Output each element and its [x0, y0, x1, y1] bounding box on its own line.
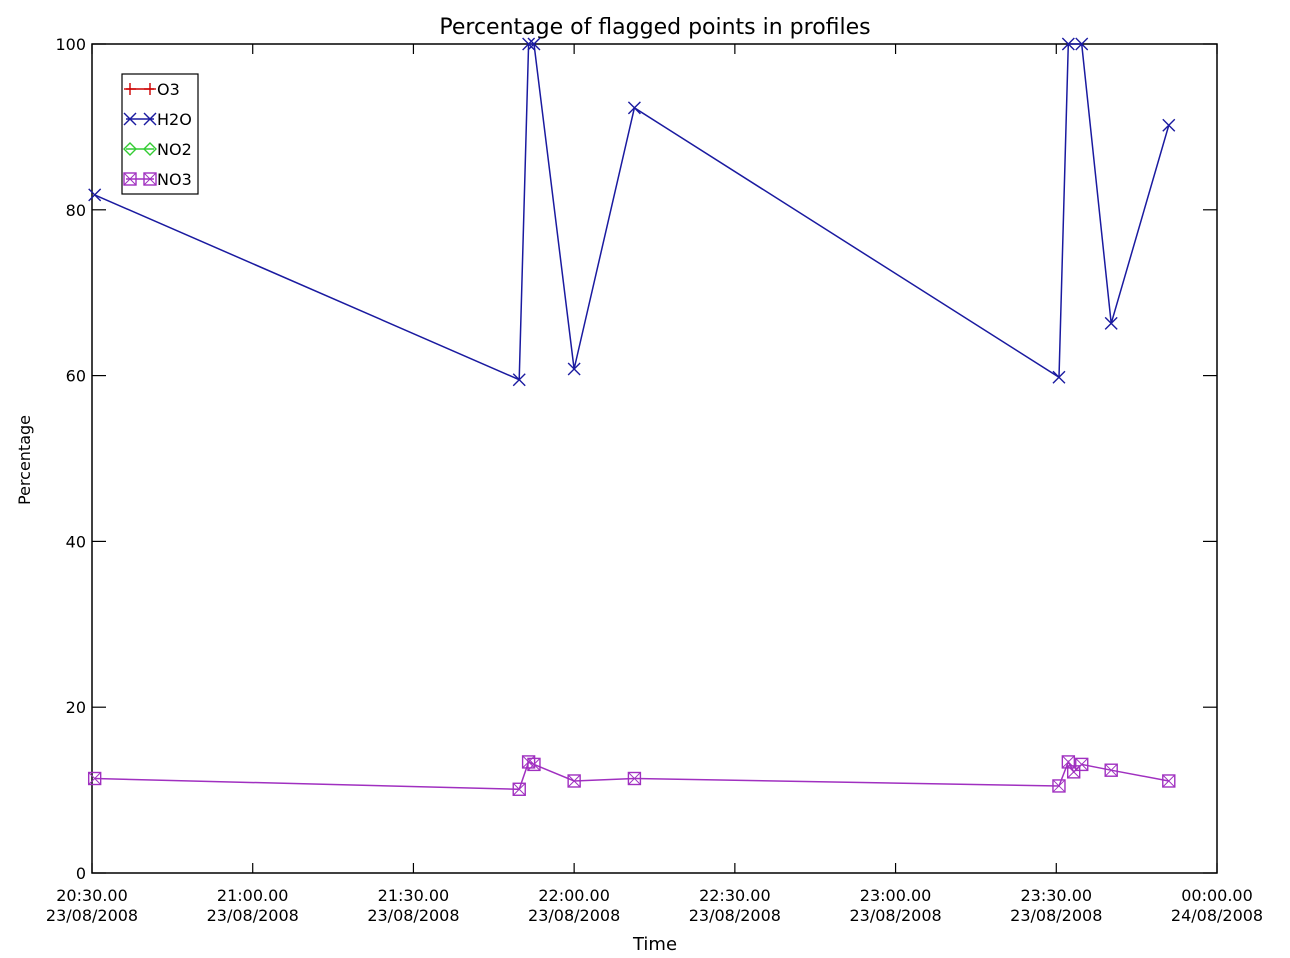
legend-entry-no2: NO2 [123, 140, 192, 159]
point-h2o [88, 188, 102, 202]
point-no3 [512, 782, 526, 796]
x-tick-label-date: 23/08/2008 [1010, 906, 1102, 925]
x-tick-label-date: 23/08/2008 [689, 906, 781, 925]
point-h2o [1061, 37, 1075, 51]
legend-marker [143, 172, 157, 186]
x-tick-label-time: 20:30.00 [56, 886, 128, 905]
legend-label: NO2 [157, 140, 192, 159]
point-h2o [567, 362, 581, 376]
legend-marker [123, 172, 137, 186]
point-h2o [527, 37, 541, 51]
y-tick-label: 40 [66, 532, 86, 551]
point-h2o [1052, 370, 1066, 384]
x-tick-label-time: 21:00.00 [217, 886, 289, 905]
x-tick-label-time: 23:00.00 [860, 886, 932, 905]
series-no3 [87, 755, 1176, 796]
series-h2o [88, 37, 1176, 387]
series-line-no3 [94, 760, 1169, 791]
point-no3 [527, 757, 541, 772]
legend-label: H2O [157, 110, 192, 129]
point-no3 [1075, 757, 1089, 772]
point-h2o [1104, 316, 1118, 330]
series-line-h2o [94, 43, 1170, 381]
point-no3 [627, 771, 642, 786]
legend-entry-h2o: H2O [123, 110, 192, 129]
y-axis-label: Percentage [15, 415, 34, 505]
point-h2o [512, 373, 526, 387]
x-axis-label: Time [632, 934, 677, 955]
y-tick-label: 20 [66, 698, 86, 717]
legend-label: NO3 [157, 170, 192, 189]
axes: 20:30.0023/08/200821:00.0023/08/200821:3… [46, 35, 1263, 925]
point-h2o [1075, 37, 1089, 51]
legend-label: O3 [157, 80, 180, 99]
legend-marker [124, 83, 136, 95]
x-tick-label-date: 23/08/2008 [849, 906, 941, 925]
plot-frame [91, 43, 1218, 874]
legend-marker [144, 83, 156, 95]
x-tick-label-time: 22:00.00 [538, 886, 610, 905]
x-tick-label-date: 23/08/2008 [528, 906, 620, 925]
point-h2o [1162, 118, 1176, 132]
x-tick-label-date: 24/08/2008 [1171, 906, 1263, 925]
x-tick-label-time: 21:30.00 [378, 886, 450, 905]
y-tick-label: 60 [66, 367, 86, 386]
legend-marker [123, 112, 137, 126]
x-tick-label-time: 22:30.00 [699, 886, 771, 905]
x-tick-label-time: 00:00.00 [1181, 886, 1253, 905]
legend: O3 H2O NO2 NO3 [121, 73, 199, 195]
y-tick-label: 100 [55, 35, 86, 54]
x-tick-label-time: 23:30.00 [1021, 886, 1093, 905]
point-no3 [1052, 779, 1066, 793]
y-tick-label: 0 [76, 864, 86, 883]
point-no3 [567, 774, 581, 788]
point-no3 [87, 771, 102, 786]
point-h2o [627, 101, 641, 115]
x-tick-label-date: 23/08/2008 [207, 906, 299, 925]
chart-title: Percentage of flagged points in profiles [439, 15, 870, 40]
legend-entry-o3: O3 [124, 80, 180, 99]
y-tick-label: 80 [66, 201, 86, 220]
series-layer [87, 37, 1176, 796]
x-tick-label-date: 23/08/2008 [367, 906, 459, 925]
point-h2o [522, 37, 536, 51]
legend-entry-no3: NO3 [123, 170, 192, 189]
legend-marker [123, 142, 137, 156]
legend-marker [143, 142, 157, 156]
legend-marker [143, 112, 157, 126]
point-no3 [1162, 774, 1176, 788]
x-tick-label-date: 23/08/2008 [46, 906, 138, 925]
point-no3 [1104, 763, 1118, 777]
